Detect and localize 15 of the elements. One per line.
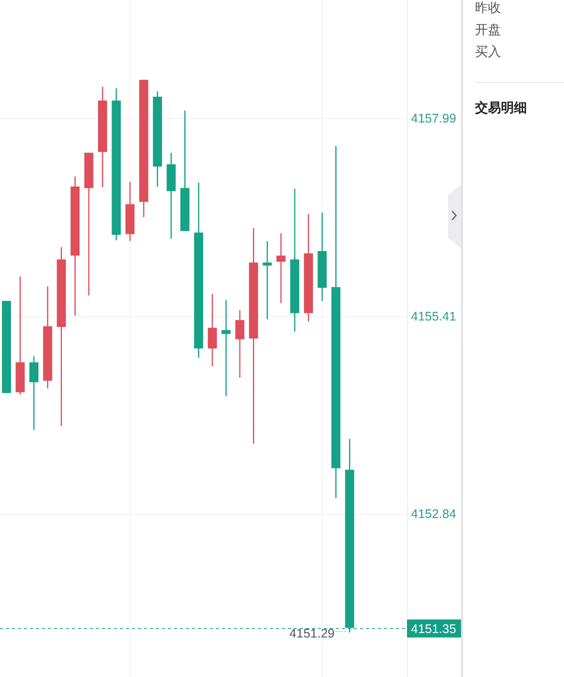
candlestick [262, 240, 272, 320]
y-tick-label: 4155.41 [411, 310, 456, 324]
ref-line-label: 4151.35 [411, 622, 456, 636]
candlestick [29, 356, 38, 430]
text: 交易明细 [474, 100, 527, 115]
candlestick [222, 300, 231, 397]
text: 开盘 [475, 22, 501, 37]
y-tick-label: 4152.84 [411, 507, 456, 522]
text: 昨收 [475, 0, 501, 15]
y-tick-label: 4157.99 [411, 112, 456, 126]
text: 买入 [475, 44, 501, 59]
annotation: 4151.29 [289, 626, 335, 640]
candlestick [208, 293, 217, 367]
candlestick [235, 310, 244, 378]
candlestick [276, 232, 286, 304]
